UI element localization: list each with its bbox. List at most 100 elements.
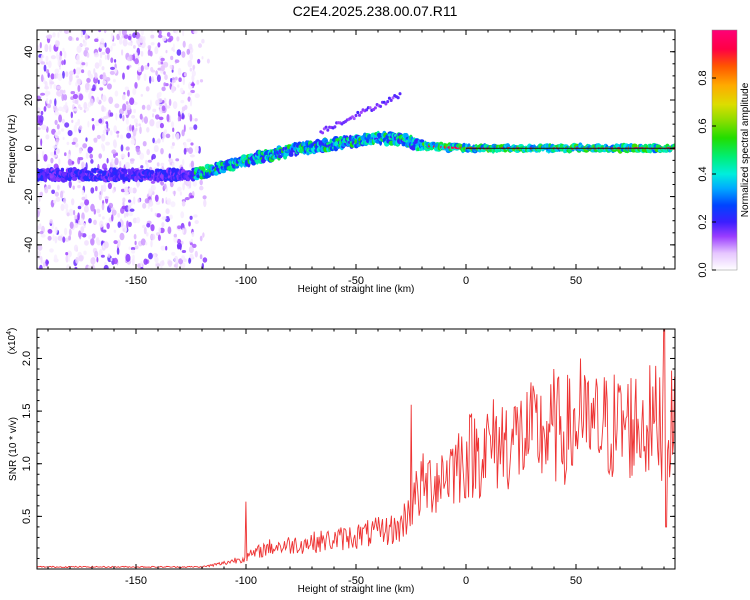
noise-point [149,99,152,108]
noise-point [92,264,95,269]
noise-point [132,187,137,194]
noise-point [57,130,61,135]
noise-point [62,47,65,53]
noise-point [182,158,185,166]
noise-point [105,141,110,146]
noise-point [187,92,193,96]
noise-point [102,144,106,152]
noise-point [37,250,41,256]
noise-point [56,86,62,90]
noise-point [45,134,50,140]
noise-point [181,200,186,207]
noise-point [199,235,203,242]
snr-xtick-label: -150 [125,575,147,587]
noise-point [189,126,193,131]
noise-point [156,74,161,83]
noise-point [146,232,149,237]
noise-point [83,250,87,255]
noise-point [96,134,101,140]
noise-point [111,43,116,47]
noise-point [154,46,159,55]
noise-point [140,30,144,36]
noise-point [55,196,61,202]
noise-point [115,152,118,156]
noise-point [150,30,154,33]
noise-point [82,143,88,149]
noise-point [174,76,178,81]
noise-point [98,248,103,257]
noise-point [181,51,186,58]
branch-point [391,96,395,100]
branch-point [324,125,328,129]
noise-point [148,188,152,196]
noise-point [37,45,41,53]
noise-point [125,104,132,111]
noise-point [160,162,165,167]
noise-point [187,59,193,68]
noise-point [101,66,105,71]
noise-point [150,240,153,248]
noise-point [118,30,121,37]
noise-point [50,73,55,80]
noise-point [201,56,204,60]
noise-point [76,78,82,85]
noise-point [65,252,69,256]
noise-point [184,197,190,201]
noise-point [44,81,48,88]
noise-point [82,39,85,43]
noise-point [75,37,79,41]
snr-xtick-label: -100 [235,575,257,587]
noise-point [54,191,60,197]
noise-point [194,118,198,122]
noise-point [81,212,85,221]
noise-point [179,243,182,251]
noise-point [86,77,91,83]
noise-point [163,82,166,87]
noise-point [158,30,162,36]
signal-point [283,152,290,157]
noise-point [177,116,180,122]
noise-point [140,93,143,97]
noise-point [191,231,195,237]
noise-point [60,203,65,211]
noise-point [95,237,99,244]
noise-point [114,103,120,109]
noise-point [97,79,100,85]
noise-point [187,96,191,102]
noise-point [45,61,49,65]
noise-point [160,264,163,269]
noise-point [183,147,187,155]
noise-point [54,98,57,107]
noise-point [170,121,175,128]
noise-point [181,250,187,253]
noise-point [73,108,79,112]
noise-point [175,158,180,162]
branch-point [358,113,361,117]
noise-point [52,145,58,149]
noise-point [96,96,100,103]
noise-point [94,38,99,42]
noise-point [105,47,111,54]
noise-point [58,114,62,123]
noise-point [179,191,182,196]
noise-point [149,75,152,84]
noise-point [50,55,57,60]
noise-point [88,92,92,100]
noise-point [150,224,155,232]
noise-point [53,73,57,80]
noise-point [199,185,204,191]
noise-point [104,196,110,200]
noise-point [158,91,162,98]
noise-point [105,77,111,82]
noise-point [74,142,79,148]
noise-point [103,241,109,249]
noise-point [151,156,154,161]
noise-point [83,205,89,213]
noise-point [159,122,164,129]
noise-point [104,42,107,48]
noise-point [98,58,102,67]
noise-point [189,114,193,122]
noise-point [125,161,130,169]
noise-point [188,246,194,253]
noise-point [158,227,161,234]
